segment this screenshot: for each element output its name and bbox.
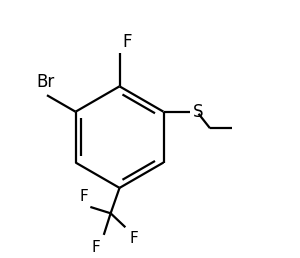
Text: F: F — [130, 231, 138, 246]
Text: F: F — [79, 189, 88, 204]
Text: F: F — [122, 33, 132, 51]
Text: F: F — [92, 240, 100, 255]
Text: S: S — [193, 103, 203, 121]
Text: Br: Br — [37, 74, 55, 91]
